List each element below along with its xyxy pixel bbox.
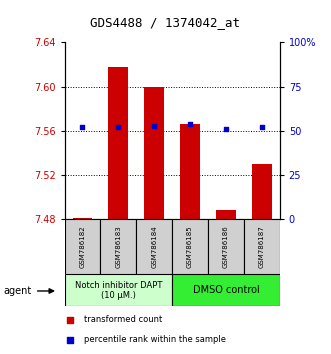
Bar (65, 219, 100, 274)
Text: Notch inhibitor DAPT
(10 μM.): Notch inhibitor DAPT (10 μM.) (75, 281, 162, 300)
Point (116, 125, 121, 130)
Bar (109, 67, 128, 219)
Bar (208, 219, 244, 274)
Text: GSM786183: GSM786183 (115, 225, 121, 268)
Bar (216, 210, 236, 219)
Bar (100, 219, 136, 274)
Point (152, 123, 157, 129)
Bar (144, 87, 164, 219)
Text: DMSO control: DMSO control (193, 285, 259, 295)
Text: GDS4488 / 1374042_at: GDS4488 / 1374042_at (90, 16, 241, 29)
Bar (136, 219, 172, 274)
Point (187, 121, 193, 127)
Point (67, 337, 72, 343)
Text: GSM786182: GSM786182 (79, 225, 85, 268)
Bar (252, 164, 272, 219)
Bar (72, 218, 92, 219)
Bar (180, 124, 200, 219)
Point (223, 126, 228, 132)
Text: GSM786185: GSM786185 (187, 225, 193, 268)
Bar (65, 274, 172, 306)
Bar (244, 219, 280, 274)
Bar (172, 219, 208, 274)
Text: GSM786186: GSM786186 (223, 225, 229, 268)
Text: transformed count: transformed count (84, 315, 163, 324)
Bar (172, 274, 280, 306)
Text: percentile rank within the sample: percentile rank within the sample (84, 335, 226, 344)
Text: GSM786187: GSM786187 (259, 225, 265, 268)
Point (67, 317, 72, 323)
Text: agent: agent (3, 286, 31, 296)
Point (80, 125, 85, 130)
Text: GSM786184: GSM786184 (151, 225, 157, 268)
Point (259, 125, 264, 130)
